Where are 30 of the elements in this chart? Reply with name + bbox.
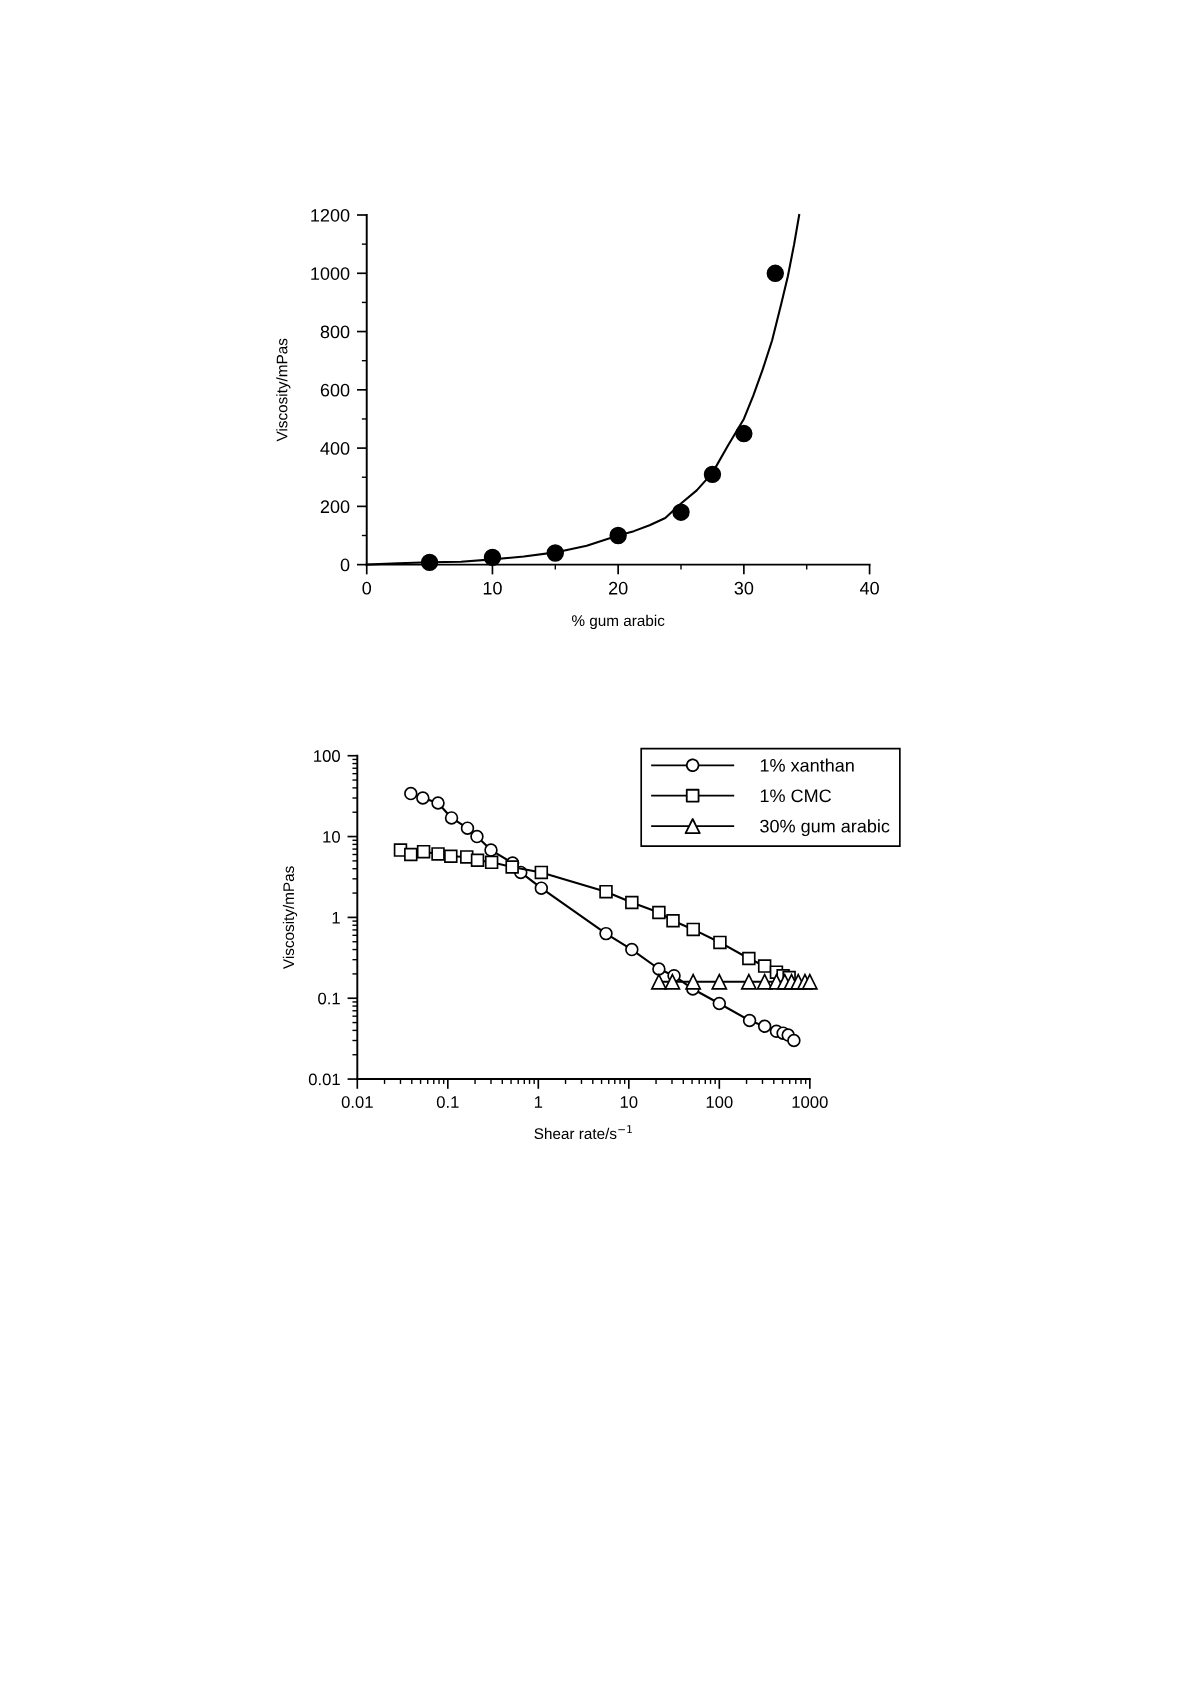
x-axis-title: % gum arabic	[572, 614, 665, 630]
x-tick-label: 10	[483, 581, 502, 595]
y-tick-label: 0.01	[308, 1073, 340, 1086]
x-tick-label: 0.01	[341, 1096, 373, 1108]
y-tick-label: 10	[323, 830, 340, 843]
x-tick-label: 40	[859, 581, 879, 595]
x-tick-label: 1	[534, 1096, 543, 1108]
x-tick-label: 20	[609, 581, 628, 595]
y-tick-label: 0.1	[318, 992, 340, 1005]
y-tick-label: 800	[320, 325, 350, 339]
y-tick-label: 1000	[311, 267, 350, 280]
y-tick-label: 200	[320, 500, 350, 514]
y-axis-title: Viscosity/mPas	[276, 338, 291, 442]
y-tick-label: 1200	[311, 208, 350, 222]
x-axis-title: Shear rate/s$^{−1}$	[534, 1125, 632, 1140]
y-tick-label: 400	[320, 442, 350, 455]
y-axis-title: Viscosity/mPas	[282, 866, 298, 969]
x-tick-label: 30	[734, 581, 754, 595]
legend-label: 1% CMC	[760, 789, 832, 803]
x-tick-label: 100	[706, 1096, 733, 1108]
y-tick-label: 1	[332, 911, 340, 924]
legend-label: 30% gum arabic	[760, 819, 890, 837]
x-tick-label: 1000	[792, 1096, 828, 1108]
legend-label: 1% xanthan	[760, 758, 854, 772]
x-tick-label: 0	[362, 581, 372, 595]
x-tick-label: 0.1	[436, 1096, 459, 1108]
y-tick-label: 0	[340, 558, 350, 572]
y-tick-label: 600	[320, 383, 350, 397]
y-tick-label: 100	[314, 750, 340, 762]
x-tick-label: 10	[620, 1096, 638, 1108]
